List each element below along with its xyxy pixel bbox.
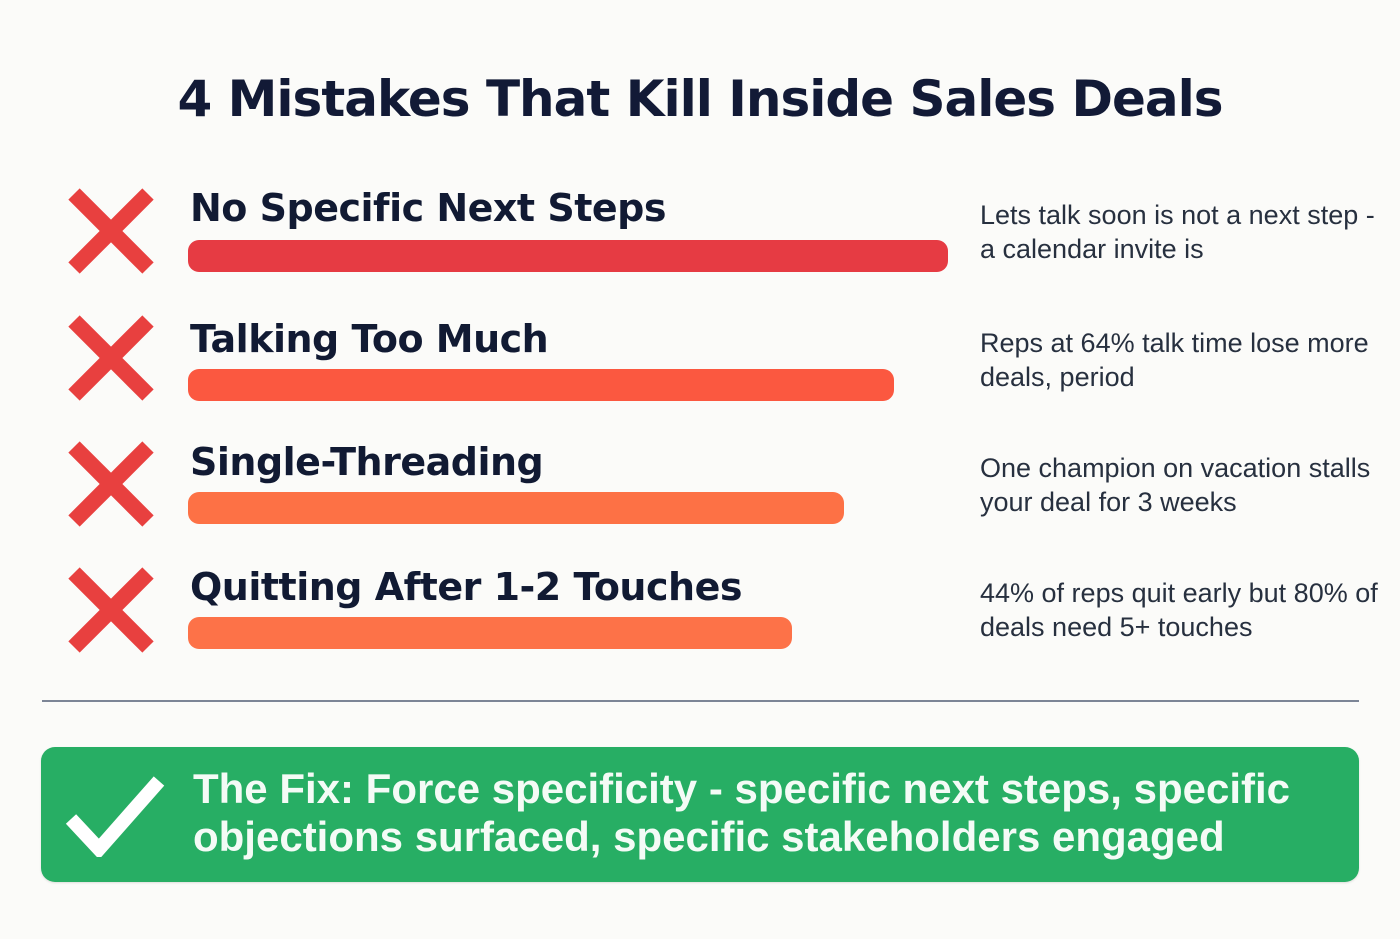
mistake-label: Quitting After 1-2 Touches	[190, 565, 742, 609]
x-mark-icon	[68, 315, 154, 401]
mistake-label: No Specific Next Steps	[190, 186, 666, 230]
mistake-bar	[188, 369, 894, 401]
mistake-bar	[188, 240, 948, 272]
checkmark-icon	[65, 776, 165, 857]
fix-callout: The Fix: Force specificity - specific ne…	[41, 747, 1359, 882]
x-mark-icon	[68, 441, 154, 527]
page-title: 4 Mistakes That Kill Inside Sales Deals	[177, 70, 1223, 128]
mistake-label: Talking Too Much	[190, 317, 549, 361]
mistake-row: Single-Threading One champion on vacatio…	[0, 435, 1400, 545]
mistake-row: Talking Too Much Reps at 64% talk time l…	[0, 310, 1400, 420]
mistake-label: Single-Threading	[190, 440, 544, 484]
mistake-note: One champion on vacation stalls your dea…	[980, 453, 1371, 517]
x-mark-icon	[68, 188, 154, 274]
mistake-note: Lets talk soon is not a next step - a ca…	[980, 200, 1375, 264]
mistake-note: Reps at 64% talk time lose more deals, p…	[980, 328, 1369, 392]
mistake-bar	[188, 617, 792, 649]
mistake-row: No Specific Next Steps Lets talk soon is…	[0, 180, 1400, 290]
mistake-row: Quitting After 1-2 Touches 44% of reps q…	[0, 560, 1400, 670]
section-divider	[42, 700, 1359, 702]
mistake-note: 44% of reps quit early but 80% of deals …	[980, 578, 1378, 642]
x-mark-icon	[68, 567, 154, 653]
fix-text: The Fix: Force specificity - specific ne…	[193, 765, 1291, 860]
mistake-bar	[188, 492, 844, 524]
